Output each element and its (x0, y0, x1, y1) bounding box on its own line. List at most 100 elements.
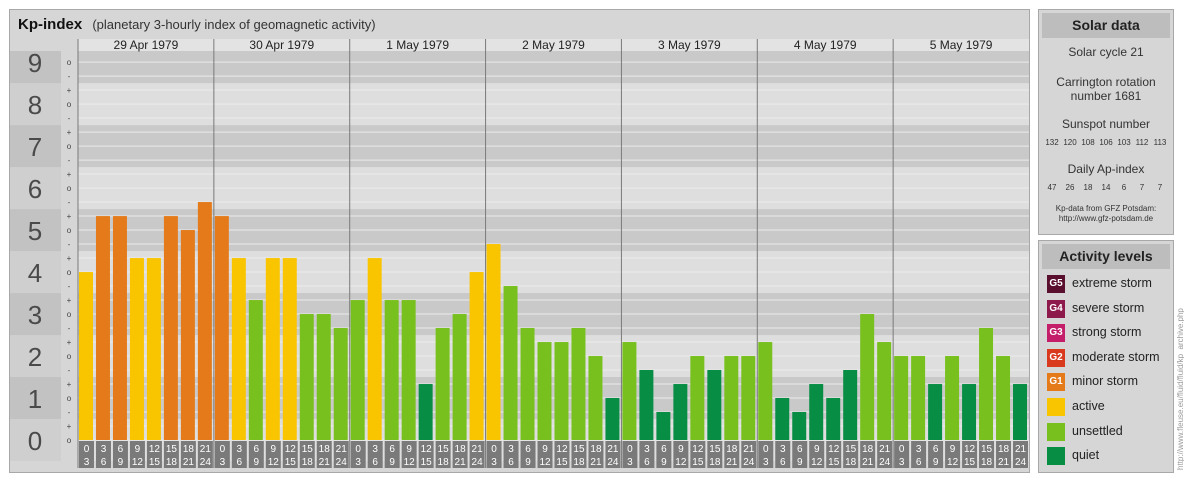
ap-value: 14 (1101, 183, 1111, 192)
x-slot-box (758, 441, 774, 468)
x-slot-box (690, 441, 706, 468)
kp-bar (163, 216, 178, 440)
kp-bar (299, 314, 314, 440)
kp-bar (316, 314, 331, 440)
x-slot-box (129, 441, 145, 468)
x-slot-start-label: 18 (726, 444, 738, 455)
kp-bar (79, 272, 93, 440)
y-minor-tick-label: o (67, 352, 72, 361)
date-label: 1 May 1979 (386, 38, 449, 52)
x-slot-end-label: 21 (183, 457, 195, 468)
x-slot-box (996, 441, 1012, 468)
kp-bar (418, 384, 433, 440)
kp-bar (962, 384, 977, 440)
y-minor-tick-label: - (68, 240, 71, 249)
x-slot-end-label: 6 (916, 457, 922, 468)
x-slot-end-label: 18 (709, 457, 721, 468)
source-link[interactable]: http://www.gfz-potsdam.de (1058, 214, 1154, 223)
x-slot-end-label: 3 (763, 457, 769, 468)
date-label: 2 May 1979 (522, 38, 585, 52)
x-slot-box (809, 441, 825, 468)
x-slot-box (401, 441, 417, 468)
kp-bar (503, 286, 518, 440)
y-minor-tick-label: - (68, 156, 71, 165)
chart-title: Kp-index (planetary 3-hourly index of ge… (18, 16, 376, 33)
kp-bar (605, 398, 620, 440)
y-tick-label: 1 (28, 384, 42, 414)
x-slot-box (469, 441, 485, 468)
y-minor-tick-label: o (67, 226, 72, 235)
x-slot-start-label: 9 (542, 444, 548, 455)
sunspot-value: 120 (1063, 138, 1077, 147)
x-slot-start-label: 6 (661, 444, 667, 455)
x-slot-end-label: 12 (675, 457, 687, 468)
x-slot-box (265, 441, 281, 468)
y-minor-tick-label: - (68, 114, 71, 123)
kp-bar (741, 356, 756, 440)
x-slot-box (741, 441, 757, 468)
legend-label: quiet (1072, 448, 1100, 463)
x-slot-box (486, 441, 502, 468)
x-slot-start-label: 6 (389, 444, 395, 455)
kp-bar (707, 370, 722, 440)
x-slot-end-label: 3 (627, 457, 633, 468)
x-slot-start-label: 18 (183, 444, 195, 455)
x-slot-start-label: 15 (166, 444, 178, 455)
x-slot-start-label: 6 (797, 444, 803, 455)
kp-bar (656, 411, 671, 440)
legend-label: strong storm (1072, 325, 1142, 340)
activity-levels-heading: Activity levels (1042, 244, 1170, 269)
kp-bar (639, 370, 654, 440)
x-slot-start-label: 15 (438, 444, 450, 455)
ap-value: 47 (1047, 183, 1057, 192)
x-slot-start-label: 0 (491, 444, 497, 455)
ap-values: 47 26 18 14 6 7 7 (1039, 183, 1173, 192)
x-slot-box (197, 441, 213, 468)
x-slot-box (673, 441, 689, 468)
x-slot-box (95, 441, 111, 468)
x-slot-start-label: 6 (933, 444, 939, 455)
y-tick-label: 0 (28, 426, 42, 456)
x-slot-box (843, 441, 859, 468)
y-minor-tick-label: + (67, 422, 72, 431)
x-slot-box (979, 441, 995, 468)
x-slot-box (435, 441, 451, 468)
sunspot-heading: Sunspot number (1061, 117, 1151, 131)
kp-bar (129, 258, 144, 440)
y-tick-label: 4 (28, 258, 42, 288)
y-minor-tick-label: + (67, 170, 72, 179)
x-slot-end-label: 21 (590, 457, 602, 468)
kp-bar (928, 384, 943, 440)
kp-bar (180, 230, 195, 440)
y-minor-tick-label: o (67, 184, 72, 193)
x-slot-end-label: 24 (472, 457, 484, 468)
x-slot-start-label: 12 (828, 444, 840, 455)
x-slot-end-label: 12 (132, 457, 144, 468)
x-slot-end-label: 18 (981, 457, 993, 468)
x-slot-end-label: 21 (862, 457, 874, 468)
y-minor-tick-label: + (67, 296, 72, 305)
sunspot-value: 103 (1117, 138, 1131, 147)
legend-swatch: G3 (1047, 324, 1065, 343)
y-tick-label: 2 (28, 342, 42, 372)
y-minor-tick-label: o (67, 310, 72, 319)
x-slot-end-label: 15 (285, 457, 297, 468)
x-slot-box (333, 441, 349, 468)
kp-bar (911, 356, 926, 440)
x-slot-start-label: 15 (981, 444, 993, 455)
x-slot-box (911, 441, 927, 468)
x-slot-box (775, 441, 791, 468)
kp-bar (350, 300, 365, 440)
date-header-band (78, 39, 1029, 51)
x-slot-end-label: 24 (607, 457, 619, 468)
legend-swatch: G2 (1047, 348, 1065, 367)
kp-bar (588, 356, 603, 440)
legend-label: minor storm (1072, 374, 1138, 389)
x-slot-end-label: 21 (455, 457, 467, 468)
kp-bar (333, 328, 348, 440)
x-slot-end-label: 24 (879, 457, 891, 468)
x-slot-start-label: 21 (472, 444, 484, 455)
x-slot-start-label: 21 (743, 444, 755, 455)
y-minor-tick-label: o (67, 142, 72, 151)
